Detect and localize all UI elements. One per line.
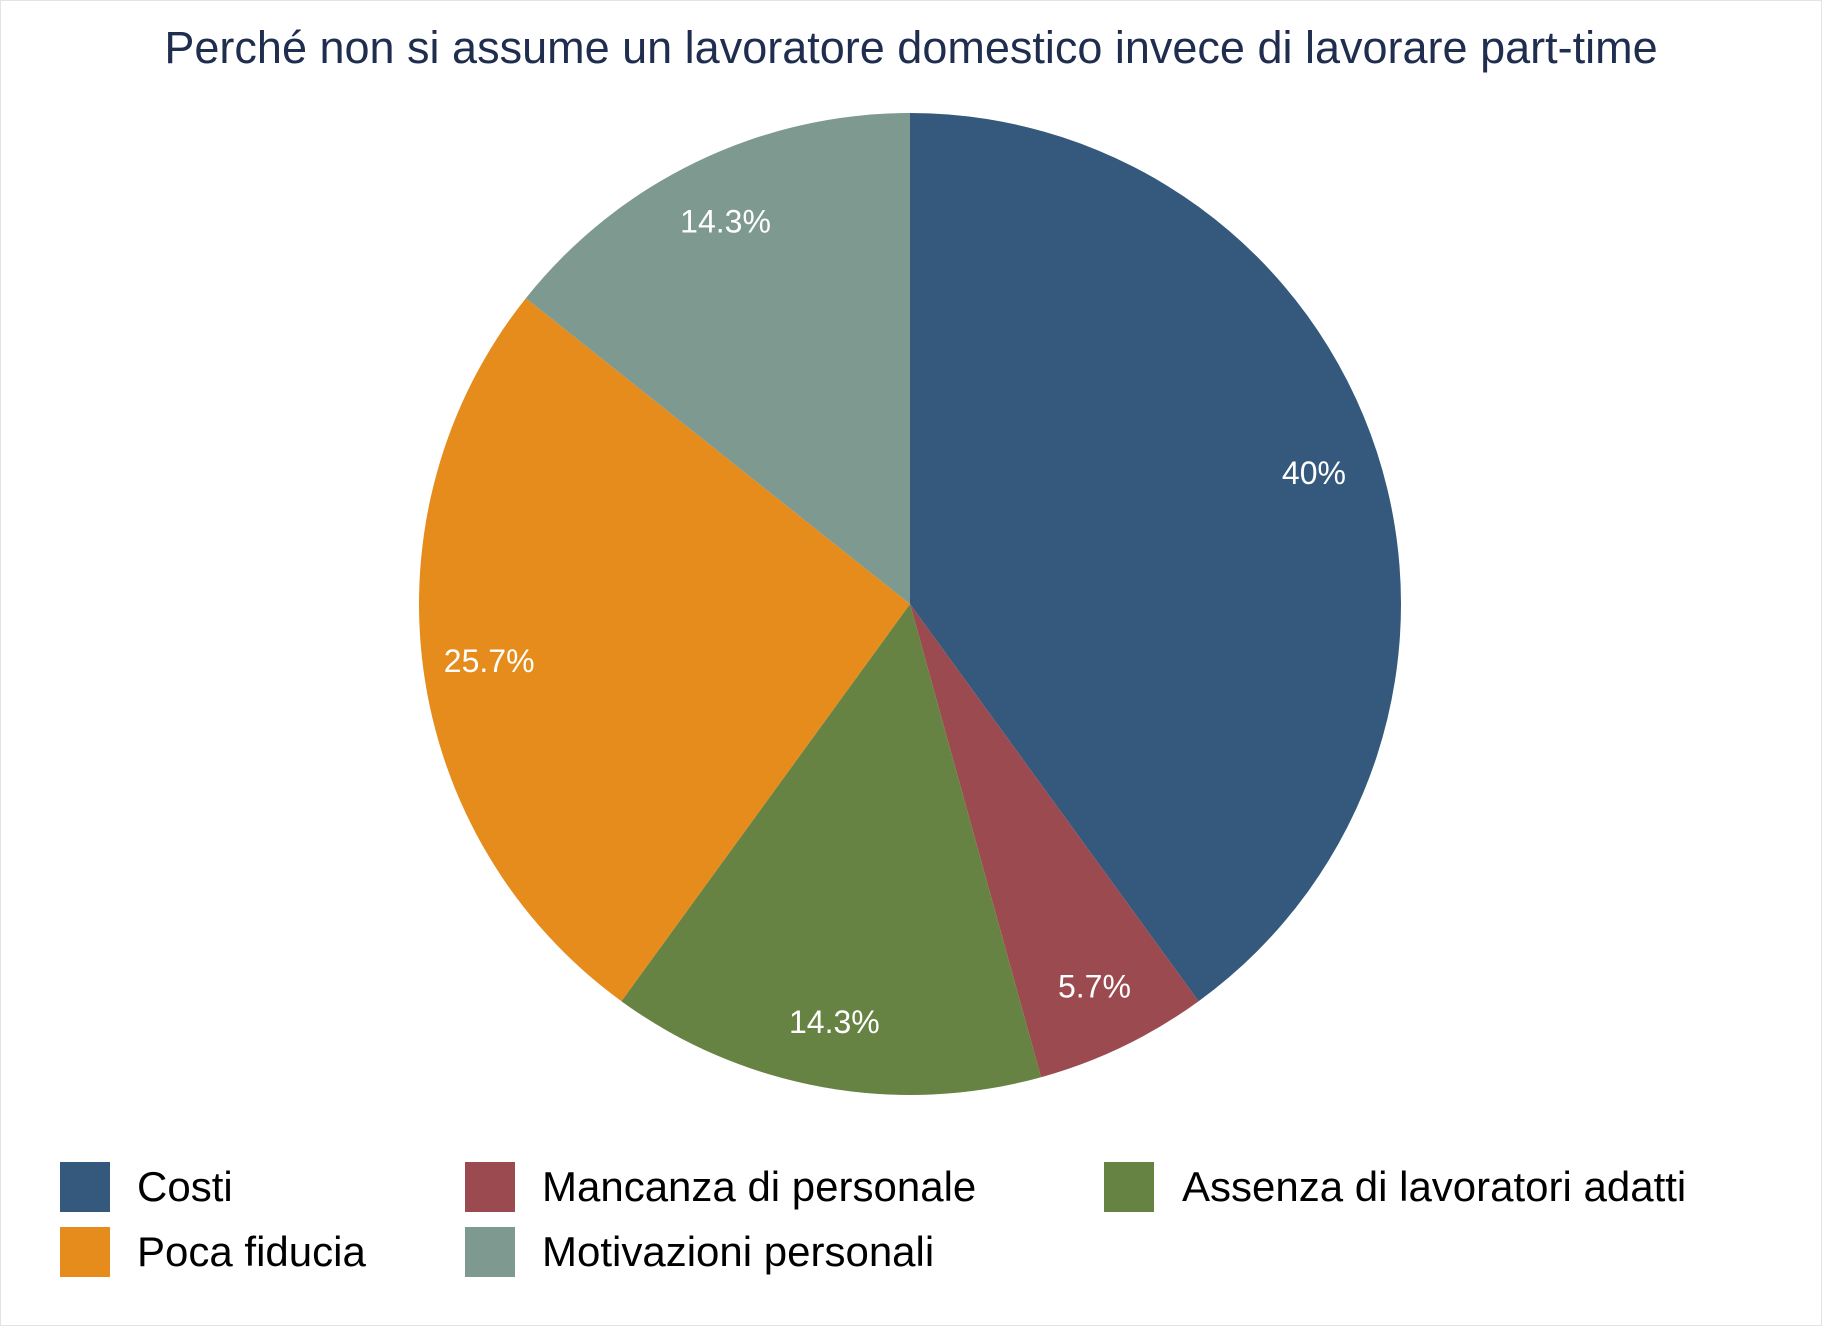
- legend-label-mancanza-di-personale: Mancanza di personale: [542, 1163, 977, 1210]
- legend-label-poca-fiducia: Poca fiducia: [137, 1228, 366, 1275]
- pie-slice-assenza-di-lavoratori-adatti: [621, 604, 1042, 1095]
- legend-label-motivazioni-personali: Motivazioni personali: [542, 1228, 935, 1275]
- slice-label-costi: 40%: [1282, 455, 1346, 491]
- legend-swatch-costi: [60, 1162, 110, 1212]
- pie-slice-motivazioni-personali: [525, 113, 910, 604]
- legend-label-costi: Costi: [137, 1163, 233, 1210]
- slice-label-assenza-di-lavoratori-adatti: 14.3%: [789, 1004, 880, 1040]
- legend-swatch-poca-fiducia: [60, 1227, 110, 1277]
- pie-slice-costi: [910, 113, 1402, 1002]
- legend-label-assenza-di-lavoratori-adatti: Assenza di lavoratori adatti: [1182, 1163, 1687, 1210]
- legend-swatch-assenza-di-lavoratori-adatti: [1104, 1162, 1154, 1212]
- legend-swatch-motivazioni-personali: [465, 1227, 515, 1277]
- slice-label-poca-fiducia: 25.7%: [444, 643, 535, 679]
- pie-slice-mancanza-di-personale: [910, 604, 1199, 1078]
- slice-label-motivazioni-personali: 14.3%: [680, 203, 771, 239]
- legend-swatch-mancanza-di-personale: [465, 1162, 515, 1212]
- chart-title: Perché non si assume un lavoratore domes…: [164, 22, 1658, 73]
- pie-slice-poca-fiducia: [418, 298, 910, 1002]
- slice-label-mancanza-di-personale: 5.7%: [1058, 969, 1131, 1005]
